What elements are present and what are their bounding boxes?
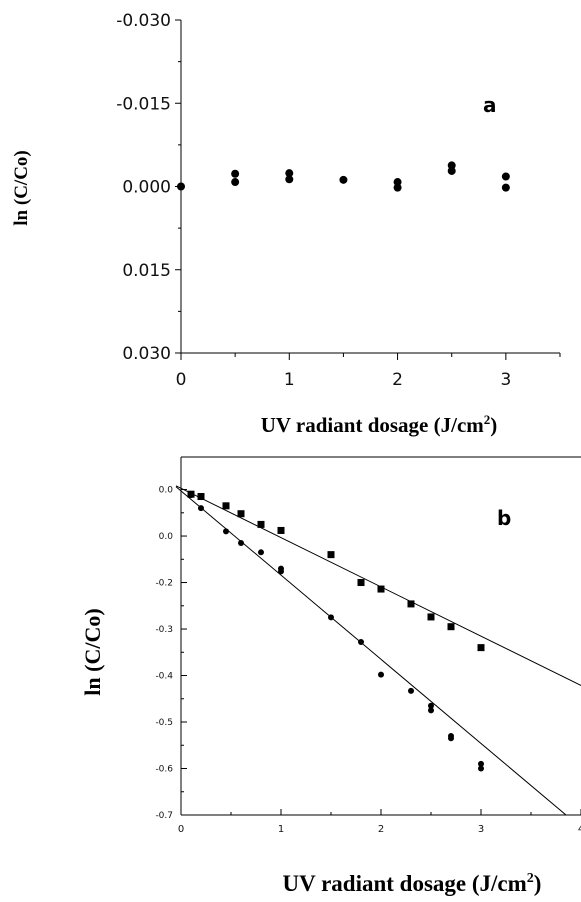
- panel-b-y-tick-label: 0.0: [159, 486, 174, 496]
- panel-b-ylabel: ln (C/Co): [80, 608, 105, 695]
- panel-b-square-point: [327, 551, 335, 559]
- panel-b-square-point: [237, 510, 245, 518]
- panel-b-square-point: [222, 502, 230, 510]
- panel-a-letter: a: [483, 93, 497, 117]
- panel-a-data-point: [447, 166, 456, 175]
- panel-b-square-point: [377, 585, 385, 593]
- panel-b-y-tick-label: -0.7: [155, 811, 173, 821]
- panel-b-circle-point: [358, 639, 364, 646]
- panel-b-circle-point: [378, 671, 384, 678]
- panel-a-y-tick-label: 0.000: [122, 178, 171, 198]
- panel-b-y-tick-label: -0.3: [155, 625, 173, 635]
- panel-a-y-tick-label: -0.030: [116, 11, 171, 31]
- panel-a-data-point: [177, 182, 185, 191]
- panel-a-data-point: [447, 161, 456, 170]
- panel-b-y-tick-label: -0.5: [155, 718, 173, 728]
- panel-a-y-tick-label: 0.030: [122, 344, 171, 364]
- panel-a-x-tick-label: 1: [284, 370, 295, 390]
- panel-b-xlabel-main: UV radiant dosage (J/cm: [283, 871, 527, 896]
- panel-b-x-tick-label: 2: [378, 824, 384, 835]
- panel-b-square-point: [357, 579, 365, 587]
- panel-b-circle-point: [278, 565, 284, 572]
- panel-b-circle-point: [428, 707, 434, 714]
- panel-b-y-tick-label: -0.4: [155, 672, 173, 682]
- panel-a-ylabel: ln (C/Co): [11, 150, 32, 225]
- panel-a-x-tick-label: 0: [176, 370, 187, 390]
- panel-b-x-tick-label: 3: [478, 824, 484, 835]
- panel-a-data-point: [231, 178, 240, 187]
- panel-b-letter: b: [497, 506, 511, 530]
- panel-b-circle-point: [198, 505, 204, 512]
- panel-b-x-tick-label: 0: [178, 824, 184, 835]
- panel-a-data-point: [231, 169, 240, 178]
- panel-b-circle-point: [258, 549, 264, 556]
- panel-b-x-tick-label: 1: [278, 824, 284, 835]
- panel-b-square-point: [407, 600, 415, 608]
- panel-a-y-tick-label: -0.015: [116, 94, 171, 114]
- panel-b-circle-point: [188, 492, 194, 499]
- panel-b-y-tick-label: -0.2: [155, 579, 173, 589]
- panel-b-square-point: [277, 526, 285, 534]
- panel-a-xlabel: UV radiant dosage (J/cm2): [261, 412, 498, 437]
- panel-a-data-point: [393, 183, 402, 192]
- panel-a-data-point: [501, 172, 510, 181]
- panel-b: ln (C/Co) UV radiant dosage (J/cm2) b 0.…: [80, 456, 581, 896]
- panel-a-data-point: [501, 183, 510, 192]
- panel-a-data-point: [285, 169, 294, 178]
- panel-b-circle-point: [223, 528, 229, 535]
- panel-b-circle-point: [478, 765, 484, 772]
- panel-b-xlabel: UV radiant dosage (J/cm2): [283, 871, 542, 896]
- panel-b-circle-point: [448, 732, 454, 739]
- panel-b-square-point: [257, 520, 265, 528]
- panel-b-y-tick-label: 0.0: [159, 532, 174, 542]
- panel-b-square-point: [477, 644, 485, 652]
- panel-b-x-tick-label: 4: [578, 824, 581, 835]
- panel-a-data-point: [339, 175, 348, 184]
- panel-a-data-point: [393, 178, 402, 187]
- panel-b-circle-point: [238, 540, 244, 547]
- panel-a-x-tick-label: 3: [500, 370, 511, 390]
- panel-b-circle-point: [328, 614, 334, 621]
- panel-b-circle-point: [408, 687, 414, 694]
- panel-a-data-point: [285, 175, 294, 184]
- panel-b-circle-point: [428, 702, 434, 709]
- panel-a-xlabel-sup: 2: [484, 412, 491, 427]
- panel-b-circle-point: [478, 760, 484, 767]
- panel-a-xlabel-main: UV radiant dosage (J/cm: [261, 413, 485, 437]
- panel-a-xlabel-close: ): [490, 413, 497, 437]
- panel-b-square-point: [447, 623, 455, 631]
- panel-a-x-tick-label: 2: [392, 370, 403, 390]
- panel-b-xlabel-sup: 2: [527, 871, 534, 886]
- panel-b-fit-line-circles: [175, 486, 567, 816]
- panel-a-y-tick-label: 0.015: [122, 261, 171, 281]
- panel-a: ln (C/Co) UV radiant dosage (J/cm2) a -0…: [11, 11, 561, 437]
- panel-b-xlabel-close: ): [534, 871, 542, 896]
- panel-b-square-point: [197, 493, 205, 501]
- panel-b-square-point: [427, 613, 435, 621]
- panel-b-y-tick-label: -0.6: [155, 765, 173, 775]
